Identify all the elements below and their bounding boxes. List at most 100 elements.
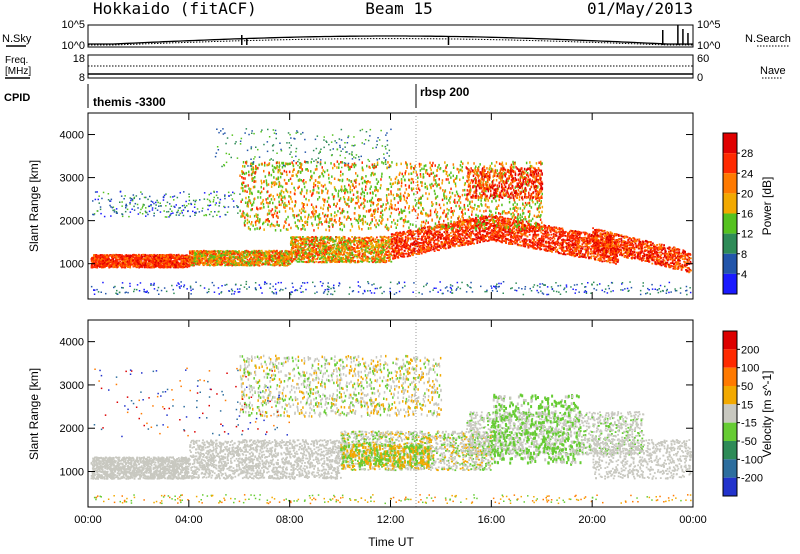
power-cell — [313, 261, 316, 264]
power-cell — [547, 237, 550, 240]
freq-unit-label: [MHz] — [5, 66, 31, 77]
power-cell — [344, 246, 347, 248]
power-cell — [342, 253, 345, 256]
power-cell — [289, 259, 292, 262]
power-cell — [154, 254, 157, 257]
power-cell — [253, 256, 256, 259]
power-cell — [367, 257, 370, 260]
power-cell — [188, 256, 191, 258]
power-cell — [268, 252, 271, 254]
power-cell — [317, 261, 320, 264]
power-cell — [238, 250, 240, 252]
power-cell — [349, 239, 352, 241]
power-cell — [136, 258, 138, 261]
power-cell — [361, 250, 363, 253]
nsky-label: N.Sky — [2, 33, 32, 45]
power-cell — [121, 263, 124, 266]
power-cell — [383, 256, 386, 259]
power-cell — [255, 252, 258, 255]
power-cell — [150, 257, 153, 260]
power-cell — [223, 254, 225, 256]
power-cell — [215, 254, 218, 257]
power-cell — [130, 261, 133, 264]
power-cell — [348, 249, 351, 252]
power-cell — [374, 249, 377, 252]
power-cell — [201, 250, 204, 253]
power-cell — [300, 255, 303, 258]
power-cell — [285, 254, 287, 257]
power-cell — [204, 255, 207, 257]
power-cell — [264, 263, 267, 266]
power-cell — [220, 264, 223, 267]
power-cell — [544, 234, 547, 237]
power-cell — [274, 257, 277, 260]
power-cell — [311, 243, 313, 245]
power-cell — [356, 250, 359, 253]
power-cell — [300, 260, 303, 263]
power-cell — [386, 257, 389, 259]
power-cell — [188, 264, 191, 266]
power-cell — [317, 256, 319, 259]
power-cell — [285, 260, 287, 263]
power-cell — [204, 262, 206, 264]
power-cell — [324, 249, 326, 251]
power-cell — [354, 254, 356, 256]
power-cell — [366, 255, 369, 258]
power-cell — [149, 255, 152, 257]
power-cell — [103, 256, 105, 259]
power-cell — [353, 255, 356, 258]
power-cell — [133, 262, 135, 264]
power-cell — [274, 261, 277, 264]
power-cell — [304, 250, 307, 253]
power-cell — [385, 241, 387, 244]
power-cell — [323, 236, 326, 239]
power-cell — [152, 259, 154, 261]
power-cell — [296, 247, 299, 249]
power-cell — [146, 254, 149, 257]
power-cell — [325, 253, 328, 256]
power-cell — [166, 257, 169, 260]
power-cell — [238, 257, 241, 260]
power-cell — [294, 237, 297, 240]
power-cell — [332, 238, 334, 241]
power-cell — [245, 262, 248, 264]
power-cell — [294, 244, 297, 247]
power-cell — [233, 262, 236, 264]
power-cell — [276, 263, 278, 266]
power-cell — [343, 237, 346, 240]
power-cell — [102, 259, 104, 262]
power-cell — [119, 258, 121, 261]
power-cell — [128, 257, 131, 260]
power-cell — [183, 265, 186, 267]
power-cell — [106, 259, 109, 261]
power-cell — [364, 241, 366, 243]
power-cell — [144, 254, 147, 257]
power-cell — [91, 260, 94, 263]
power-cell — [246, 251, 249, 254]
power-cell — [297, 242, 300, 245]
power-cell — [338, 261, 341, 263]
power-cell — [260, 254, 263, 257]
power-cell — [315, 249, 318, 251]
power-cell — [268, 261, 270, 264]
power-cell — [389, 238, 392, 241]
power-cell — [287, 262, 290, 264]
power-cell — [244, 257, 247, 260]
power-cell — [342, 258, 345, 261]
power-cell — [313, 244, 316, 247]
power-cell — [144, 262, 147, 265]
power-cell — [175, 254, 178, 257]
power-cell — [141, 266, 144, 268]
power-cell — [314, 258, 317, 261]
power-cell — [137, 262, 139, 264]
power-cell — [198, 250, 201, 253]
power-cell — [160, 262, 163, 265]
power-cell — [139, 265, 142, 268]
power-cell — [580, 237, 583, 239]
power-cell — [243, 260, 246, 262]
power-cell — [294, 253, 297, 256]
power-cell — [325, 236, 328, 238]
power-cell — [223, 262, 225, 264]
power-cell — [269, 250, 272, 253]
power-cell — [358, 243, 360, 246]
